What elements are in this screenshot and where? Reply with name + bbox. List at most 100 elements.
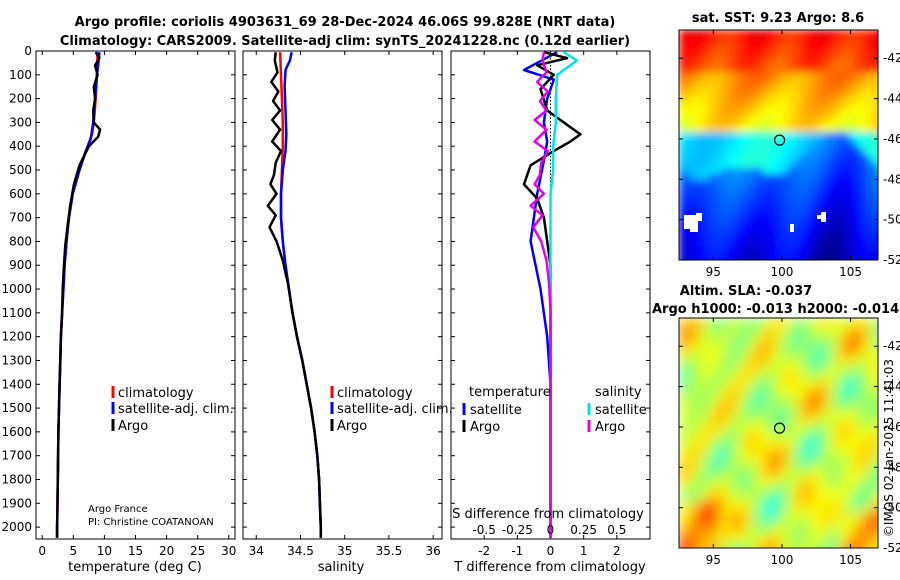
sla-cell [727,446,736,455]
sla-cell [791,486,800,495]
sst-cell [745,252,752,259]
sla-cell [775,422,784,431]
sst-cell [751,126,758,133]
sst-cell [787,162,794,169]
sst-cell [727,192,734,199]
sst-cell [727,54,734,61]
sla-cell [679,430,688,439]
sla-cell [719,526,728,535]
legend-s-satellite-label: satellite [595,403,647,418]
sst-cell [787,48,794,55]
sla-cell [775,526,784,535]
sst-cell [787,210,794,217]
series-line-salinity-argo [529,51,552,538]
sst-cell [781,108,788,115]
sst-cell [769,222,776,229]
sst-cell [757,204,764,211]
sst-cell [829,90,836,97]
sla-cell [687,526,696,535]
sst-cell [835,180,842,187]
sst-cell [883,72,890,79]
sst-cell [691,252,698,259]
sst-cell [853,168,860,175]
sst-cell [679,144,686,151]
sst-cell [847,252,854,259]
sst-cell [709,60,716,67]
sst-cell [799,234,806,241]
lat-tick-label: -42 [883,339,900,353]
sla-cell [703,398,712,407]
sst-cell [871,84,878,91]
sst-cell [847,84,854,91]
sla-cell [735,342,744,351]
sst-cell [715,126,722,133]
sla-cell [727,406,736,415]
sla-cell [679,326,688,335]
sst-cell [781,186,788,193]
sst-cell [835,66,842,73]
sst-cell [799,54,806,61]
sla-cell [863,342,872,351]
sla-cell [799,470,808,479]
sst-cell [739,66,746,73]
sla-cell [823,462,832,471]
sla-cell [831,462,840,471]
sst-cell [757,96,764,103]
sla-cell [847,398,856,407]
depth-tick-label: 900 [9,258,32,272]
sst-cell [865,222,872,229]
sla-cell [831,534,840,543]
sst-cell [817,180,824,187]
sla-cell [751,406,760,415]
sla-cell [799,446,808,455]
sst-cell [703,90,710,97]
sla-cell [735,414,744,423]
sla-cell [807,438,816,447]
sst-cell [775,240,782,247]
credit-org: Argo France [88,504,148,515]
sst-cell [757,150,764,157]
sst-cell [805,240,812,247]
sst-cell [769,240,776,247]
sla-cell [759,486,768,495]
sla-cell [815,382,824,391]
sst-cell [799,150,806,157]
credit-pi: PI: Christine COATANOAN [88,517,214,528]
sst-cell [709,174,716,181]
sla-cell [807,542,816,548]
sla-cell [767,438,776,447]
sla-cell [687,534,696,543]
sst-cell [697,156,704,163]
x-tick-label: 1 [580,544,588,558]
sst-cell [751,228,758,235]
sst-cell [859,156,866,163]
sst-cell [823,54,830,61]
sst-cell [709,150,716,157]
sla-map-subtitle: Argo h1000: -0.013 h2000: -0.014 [652,302,899,317]
x-tick-label: 2 [613,544,621,558]
sst-cell [775,186,782,193]
sst-cell [769,36,776,43]
sla-cell [703,478,712,487]
sst-cell [793,114,800,121]
sst-cell [703,48,710,55]
sla-cell [863,526,872,535]
sla-cell [871,526,878,535]
sst-cell [853,96,860,103]
sla-cell [783,430,792,439]
sla-cell [743,334,752,343]
sst-cell [793,264,800,271]
sst-cell [733,126,740,133]
sla-cell [855,406,864,415]
sst-cell [733,60,740,67]
sst-cell [757,192,764,199]
sst-cell [721,162,728,169]
sla-cell [831,350,840,359]
sla-cell [831,526,840,535]
sla-cell [759,494,768,503]
sst-cell [745,198,752,205]
sst-cell [679,30,686,37]
sla-cell [799,542,808,548]
sst-cell [799,180,806,187]
sla-cell [799,374,808,383]
